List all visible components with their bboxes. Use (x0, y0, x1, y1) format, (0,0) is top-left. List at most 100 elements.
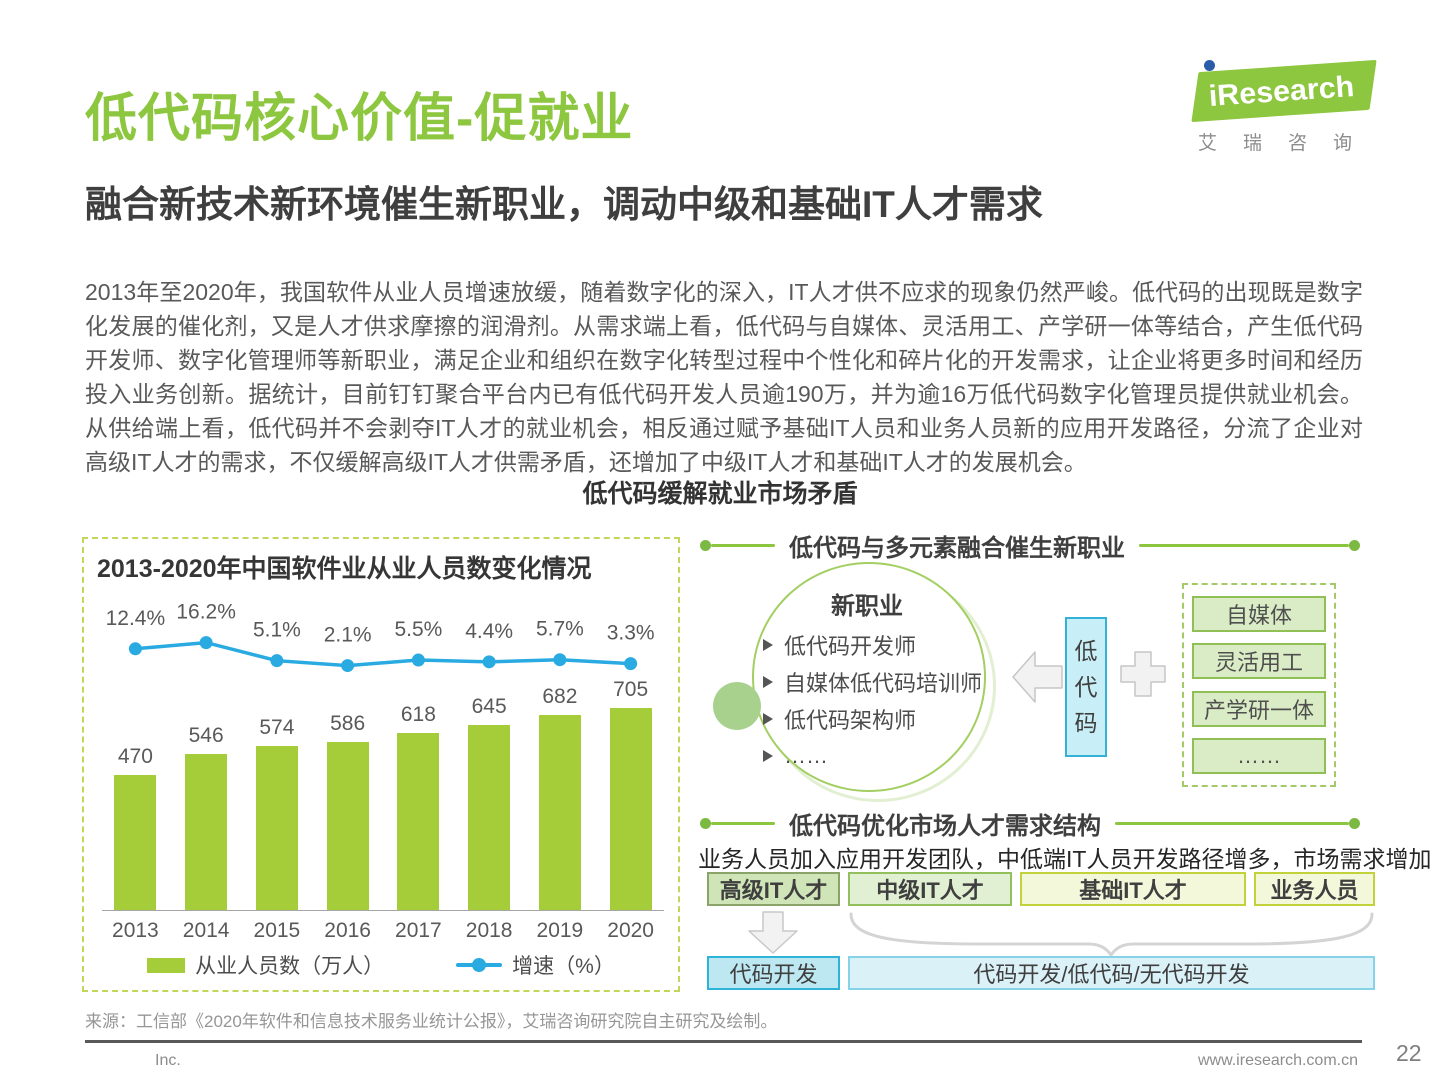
growth-point (199, 636, 213, 650)
section-header-label: 低代码与多元素融合催生新职业 (789, 535, 1125, 562)
iresearch-logo: iResearch 艾瑞咨询 (1188, 59, 1379, 155)
growth-point (128, 642, 142, 656)
x-tick-label: 2016 (324, 919, 371, 942)
arrow-down-icon (748, 911, 798, 954)
x-tick-label: 2018 (465, 919, 513, 942)
body-paragraph: 2013年至2020年，我国软件从业人员增速放缓，随着数字化的深入，IT人才供不… (85, 279, 1363, 475)
fusion-elements-container: 自媒体 灵活用工 产学研一体 …… (1182, 583, 1336, 787)
arrow-bullet-icon (763, 638, 773, 651)
growth-value-label: 5.5% (394, 618, 442, 641)
bar-legend-swatch-icon (147, 957, 186, 973)
growth-value-label: 2.1% (324, 624, 372, 647)
bar-2015 (255, 746, 298, 910)
growth-value-label: 3.3% (607, 622, 655, 645)
legend-item-line: 增速（%） (456, 950, 615, 980)
growth-point (341, 659, 355, 673)
bar-2014 (185, 754, 228, 910)
header-dot-right-icon (1349, 818, 1360, 829)
x-tick-label: 2015 (253, 919, 301, 942)
x-tick-label: 2020 (607, 919, 654, 942)
header-dot-left-icon (700, 540, 711, 551)
chart-legend: 从业人员数（万人） 增速（%） (84, 950, 678, 980)
bar-value-label: 705 (613, 678, 649, 701)
brace-icon (849, 912, 1374, 958)
new-job-label: 自媒体低代码培训师 (784, 670, 983, 696)
logo-parallelogram: iResearch (1191, 59, 1377, 123)
legend-line-label: 增速（%） (512, 955, 615, 978)
new-job-label: 低代码架构师 (784, 707, 917, 733)
fusion-element-box: …… (1192, 737, 1326, 774)
logo-blue-dot-icon (1204, 60, 1215, 71)
growth-value-label: 16.2% (176, 601, 236, 624)
employment-chart-panel: 2013-2020年中国软件业从业人员数变化情况 470 2013 546 2014 5… (82, 537, 680, 992)
bar-value-label: 546 (188, 724, 224, 747)
x-axis-line (102, 910, 664, 911)
growth-point (270, 654, 284, 668)
line-legend-dot-icon (472, 958, 487, 972)
chart-title: 2013-2020年中国软件业从业人员数变化情况 (97, 555, 592, 583)
new-job-item: 低代码开发师 (763, 626, 1013, 663)
talent-box-basic-it: 基础IT人才 (1020, 872, 1246, 906)
footer-website: www.iresearch.com.cn (1197, 1052, 1358, 1069)
x-tick-label: 2014 (182, 919, 230, 942)
header-dot-right-icon (1349, 540, 1360, 551)
result-box-code-lowcode-nocode: 代码开发/低代码/无代码开发 (848, 956, 1375, 990)
section-header-label: 低代码优化市场人才需求结构 (789, 813, 1101, 840)
bar-value-label: 470 (117, 745, 153, 768)
figure-title: 低代码缓解就业市场矛盾 (582, 480, 858, 508)
result-box-code-dev: 代码开发 (707, 956, 840, 990)
legend-bar-label: 从业人员数（万人） (195, 955, 385, 978)
plus-icon (1120, 651, 1166, 697)
fusion-element-box: 产学研一体 (1192, 690, 1326, 727)
growth-line (135, 640, 631, 668)
logo-wordmark: iResearch (1208, 70, 1356, 113)
page-title: 低代码核心价值-促就业 (85, 90, 634, 148)
growth-value-label: 5.1% (253, 619, 301, 642)
lowcode-label: 低代码 (1074, 638, 1098, 736)
arrow-bullet-icon (763, 675, 773, 688)
bar-value-label: 682 (542, 685, 578, 708)
growth-point (553, 653, 567, 667)
new-job-item: …… (763, 737, 1013, 774)
page-subtitle: 融合新技术新环境催生新职业，调动中级和基础IT人才需求 (85, 184, 1043, 225)
growth-point (482, 655, 496, 669)
bar-2013 (114, 775, 157, 910)
bar-value-label: 574 (259, 716, 295, 739)
line-legend-swatch-icon (456, 958, 503, 972)
lowcode-vertical-box: 低代码 (1065, 617, 1107, 757)
growth-value-label: 12.4% (106, 607, 166, 630)
bar-2020 (609, 708, 652, 910)
section-header-new-jobs: 低代码与多元素融合催生新职业 (700, 528, 1360, 563)
talent-description: 业务人员加入应用开发团队，中低端IT人员开发路径增多，市场需求增加 (698, 846, 1432, 872)
growth-value-label: 5.7% (536, 618, 584, 641)
source-note: 来源：工信部《2020年软件和信息技术服务业统计公报》，艾瑞咨询研究院自主研究及… (85, 1012, 778, 1031)
talent-box-mid-it: 中级IT人才 (848, 872, 1012, 906)
logo-caption: 艾瑞咨询 (1198, 133, 1379, 154)
new-jobs-circle (752, 562, 986, 792)
header-rule-right (1139, 544, 1349, 547)
new-jobs-circle-title: 新职业 (831, 593, 903, 620)
new-job-item: 低代码架构师 (763, 700, 1013, 737)
talent-box-business: 业务人员 (1254, 872, 1375, 906)
x-tick-label: 2017 (395, 919, 442, 942)
talent-box-senior-it: 高级IT人才 (707, 872, 840, 906)
header-rule-left (711, 544, 775, 547)
growth-point (411, 653, 425, 667)
section-header-talent-structure: 低代码优化市场人才需求结构 (700, 806, 1360, 841)
bar-2017 (397, 733, 440, 910)
bar-2016 (326, 742, 369, 910)
arrow-bullet-icon (763, 749, 773, 762)
x-tick-label: 2013 (112, 919, 159, 942)
fusion-element-box: 灵活用工 (1192, 643, 1326, 680)
header-dot-left-icon (700, 818, 711, 829)
logo-brand-text: Research (1216, 70, 1356, 113)
new-job-label: …… (784, 742, 828, 768)
header-rule-left (711, 822, 775, 825)
footer-divider (85, 1040, 1362, 1043)
legend-item-bar: 从业人员数（万人） (147, 950, 384, 980)
page-number: 22 (1396, 1040, 1422, 1066)
x-tick-label: 2019 (536, 919, 584, 942)
footer-company: Inc. (155, 1052, 181, 1069)
growth-value-label: 4.4% (465, 620, 513, 643)
